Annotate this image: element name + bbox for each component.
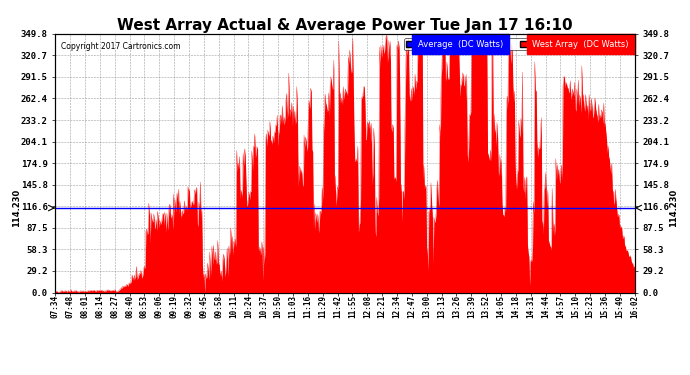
Text: 114.230: 114.230 xyxy=(12,189,21,227)
Text: Copyright 2017 Cartronics.com: Copyright 2017 Cartronics.com xyxy=(61,42,181,51)
Legend: Average  (DC Watts), West Array  (DC Watts): Average (DC Watts), West Array (DC Watts… xyxy=(404,38,631,50)
Text: 114.230: 114.230 xyxy=(669,189,678,227)
Title: West Array Actual & Average Power Tue Jan 17 16:10: West Array Actual & Average Power Tue Ja… xyxy=(117,18,573,33)
